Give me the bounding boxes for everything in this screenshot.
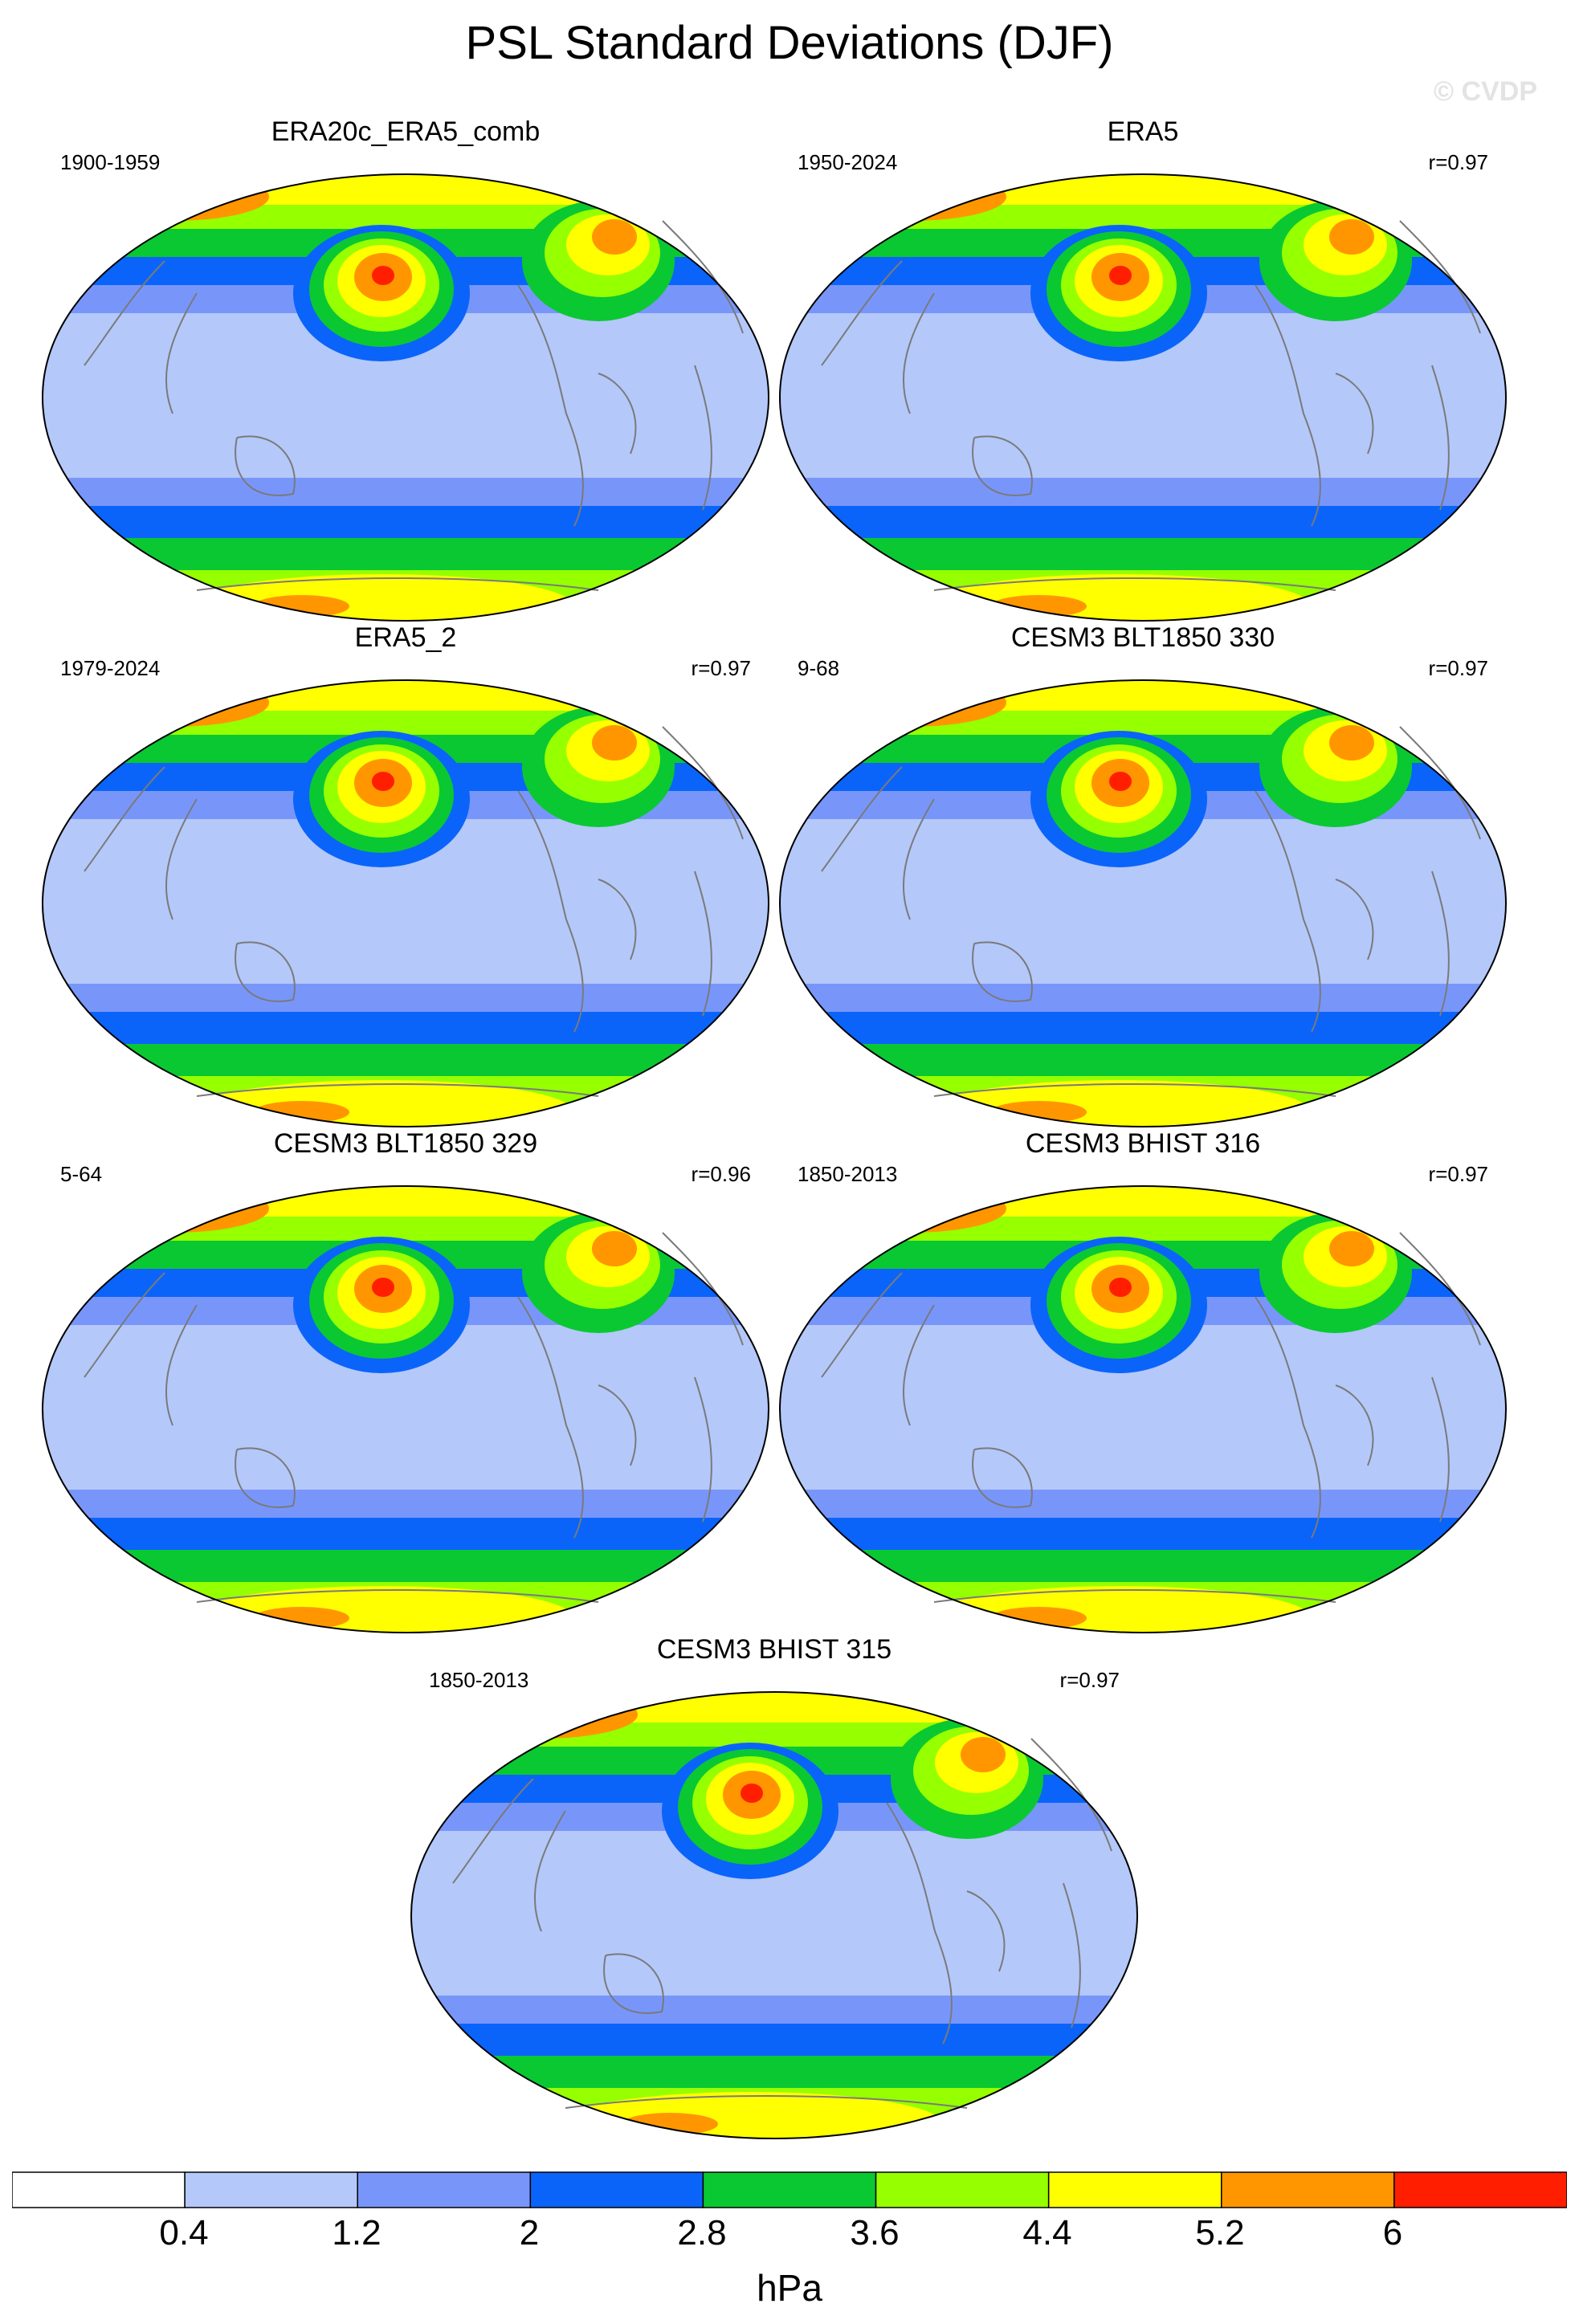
psl-std-map (773, 679, 1512, 1128)
colorbar-swatch (1393, 2171, 1567, 2208)
colorbar-swatch (12, 2171, 186, 2208)
panel-title: ERA20c_ERA5_comb (271, 116, 541, 147)
panel-correlation: r=0.97 (691, 656, 751, 680)
panel-title: CESM3 BHIST 316 (1025, 1128, 1261, 1159)
colorbar-tick-label: 3.6 (850, 2213, 900, 2253)
colorbar-tick-label: 2 (519, 2213, 540, 2253)
panel-title: CESM3 BLT1850 330 (1010, 622, 1275, 653)
map-panel-cesm3-bhist-315: CESM3 BHIST 315 1850-2013 r=0.97 (405, 1634, 1144, 2132)
panel-correlation: r=0.97 (1059, 1668, 1120, 1692)
map-panel-era5: ERA5 1950-2024 r=0.97 (773, 116, 1512, 614)
panel-title: ERA5_2 (354, 622, 457, 653)
colorbar (12, 2171, 1567, 2208)
map-panel-era20c-era5-comb: ERA20c_ERA5_comb 1900-1959 (36, 116, 775, 614)
colorbar-swatch (1221, 2171, 1395, 2208)
colorbar-swatch (875, 2171, 1050, 2208)
panel-period: 1900-1959 (60, 150, 161, 174)
map-panel-era5-2: ERA5_2 1979-2024 r=0.97 (36, 622, 775, 1120)
map-field (36, 173, 775, 622)
colorbar-swatch (1047, 2171, 1222, 2208)
map-field (405, 1690, 1144, 2140)
map-field (36, 1184, 775, 1634)
map-field (773, 1184, 1512, 1634)
panel-period: 9-68 (798, 656, 840, 680)
colorbar-swatch (702, 2171, 877, 2208)
panel-correlation: r=0.96 (691, 1162, 751, 1186)
panel-correlation: r=0.97 (1428, 656, 1488, 680)
colorbar-swatch (529, 2171, 704, 2208)
psl-std-map (773, 1184, 1512, 1634)
panel-title: CESM3 BHIST 315 (656, 1634, 892, 1665)
panel-title: CESM3 BLT1850 329 (273, 1128, 538, 1159)
map-panel-cesm3-bhist-316: CESM3 BHIST 316 1850-2013 r=0.97 (773, 1128, 1512, 1626)
colorbar-unit-label: hPa (757, 2267, 822, 2309)
colorbar-tick-label: 6 (1382, 2213, 1403, 2253)
colorbar-tick-label: 4.4 (1022, 2213, 1072, 2253)
panel-title: ERA5 (1107, 116, 1179, 147)
psl-std-map (36, 1184, 775, 1634)
panel-period: 1850-2013 (798, 1162, 898, 1186)
colorbar-swatch (357, 2171, 532, 2208)
colorbar-tick-label: 2.8 (677, 2213, 727, 2253)
map-field (36, 679, 775, 1128)
panel-correlation: r=0.97 (1428, 150, 1488, 174)
map-field (773, 173, 1512, 622)
map-panel-cesm3-blt1850-329: CESM3 BLT1850 329 5-64 r=0.96 (36, 1128, 775, 1626)
psl-std-map (773, 173, 1512, 622)
colorbar-tick-label: 0.4 (159, 2213, 209, 2253)
panel-period: 5-64 (60, 1162, 103, 1186)
psl-std-map (36, 679, 775, 1128)
psl-std-map (36, 173, 775, 622)
psl-std-map (405, 1690, 1144, 2140)
panel-period: 1979-2024 (60, 656, 161, 680)
colorbar-swatch (184, 2171, 358, 2208)
panel-correlation: r=0.97 (1428, 1162, 1488, 1186)
panel-period: 1950-2024 (798, 150, 898, 174)
colorbar-tick-label: 5.2 (1195, 2213, 1245, 2253)
colorbar-tick-label: 1.2 (332, 2213, 381, 2253)
panel-period: 1850-2013 (429, 1668, 529, 1692)
map-field (773, 679, 1512, 1128)
cvdp-watermark: © CVDP (1434, 76, 1537, 107)
map-panel-cesm3-blt1850-330: CESM3 BLT1850 330 9-68 r=0.97 (773, 622, 1512, 1120)
figure-title: PSL Standard Deviations (DJF) (465, 17, 1114, 69)
